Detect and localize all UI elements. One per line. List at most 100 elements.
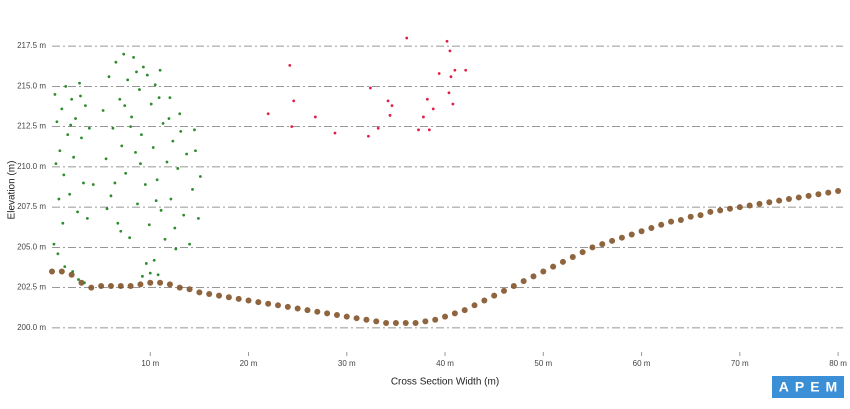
point [425,97,429,101]
point [62,173,66,177]
point [314,308,321,315]
point [449,75,453,79]
point [151,146,155,149]
point [69,123,73,127]
point [266,112,270,116]
point [157,96,161,100]
point [156,273,160,277]
point [510,282,517,289]
point [58,268,65,275]
point [78,81,81,85]
point [390,104,394,108]
point [648,225,655,232]
point [618,234,625,241]
point [128,236,132,240]
point [116,221,120,225]
point [367,134,370,138]
point [756,200,763,207]
point [176,167,180,170]
point [120,144,124,148]
point [313,115,317,119]
point [173,226,177,230]
point [697,212,704,219]
y-tick-label: 207.5 m [17,202,46,211]
point [785,196,792,203]
point [104,157,108,161]
point [437,72,441,75]
point [147,223,151,227]
point [107,282,114,289]
x-tick-label: 30 m [338,359,356,368]
point [136,202,139,206]
point [155,178,159,182]
point [388,113,392,117]
y-tick-label: 205.0 m [17,242,46,251]
point [579,249,586,256]
point [288,64,292,67]
point [129,125,133,128]
point [71,270,75,273]
point [569,254,576,261]
point [422,318,429,325]
point [68,192,72,196]
point [432,316,439,323]
point [168,96,172,100]
point [448,49,452,53]
point [161,121,165,125]
point [88,284,95,291]
y-tick-label: 202.5 m [17,283,46,292]
point [84,104,87,108]
point [736,204,743,211]
y-tick-label: 200.0 m [17,323,46,332]
point [609,237,616,244]
point [284,303,291,310]
point [72,155,76,159]
point [776,197,783,204]
point [123,104,127,108]
point [825,189,832,196]
point [78,279,85,286]
point [638,228,645,235]
point [113,181,117,185]
point [171,139,175,143]
point [158,68,162,72]
point [206,291,213,298]
point [333,311,340,318]
point [520,278,527,285]
point [265,300,272,307]
point [80,136,83,140]
point [599,241,606,248]
point [196,289,203,296]
point [746,202,753,209]
point [194,149,197,153]
point [169,197,173,201]
point [422,115,425,119]
point [52,242,56,246]
y-axis-title: Elevation (m) [7,161,18,220]
point [138,88,141,91]
point [70,97,74,101]
point [126,78,130,82]
point [68,271,75,278]
point [132,55,135,59]
point [368,86,372,90]
point [324,310,331,317]
point [471,302,478,309]
point [135,70,138,74]
point [373,318,380,325]
point [157,279,164,286]
point [76,210,79,214]
point [64,84,68,88]
point [805,192,812,199]
point [167,117,171,120]
point [109,194,113,198]
point [140,133,143,137]
point [127,282,134,289]
point [427,128,431,132]
point [137,281,144,288]
point [491,292,498,299]
point [353,315,360,322]
point [677,216,684,223]
point [412,320,419,327]
point [152,258,156,262]
